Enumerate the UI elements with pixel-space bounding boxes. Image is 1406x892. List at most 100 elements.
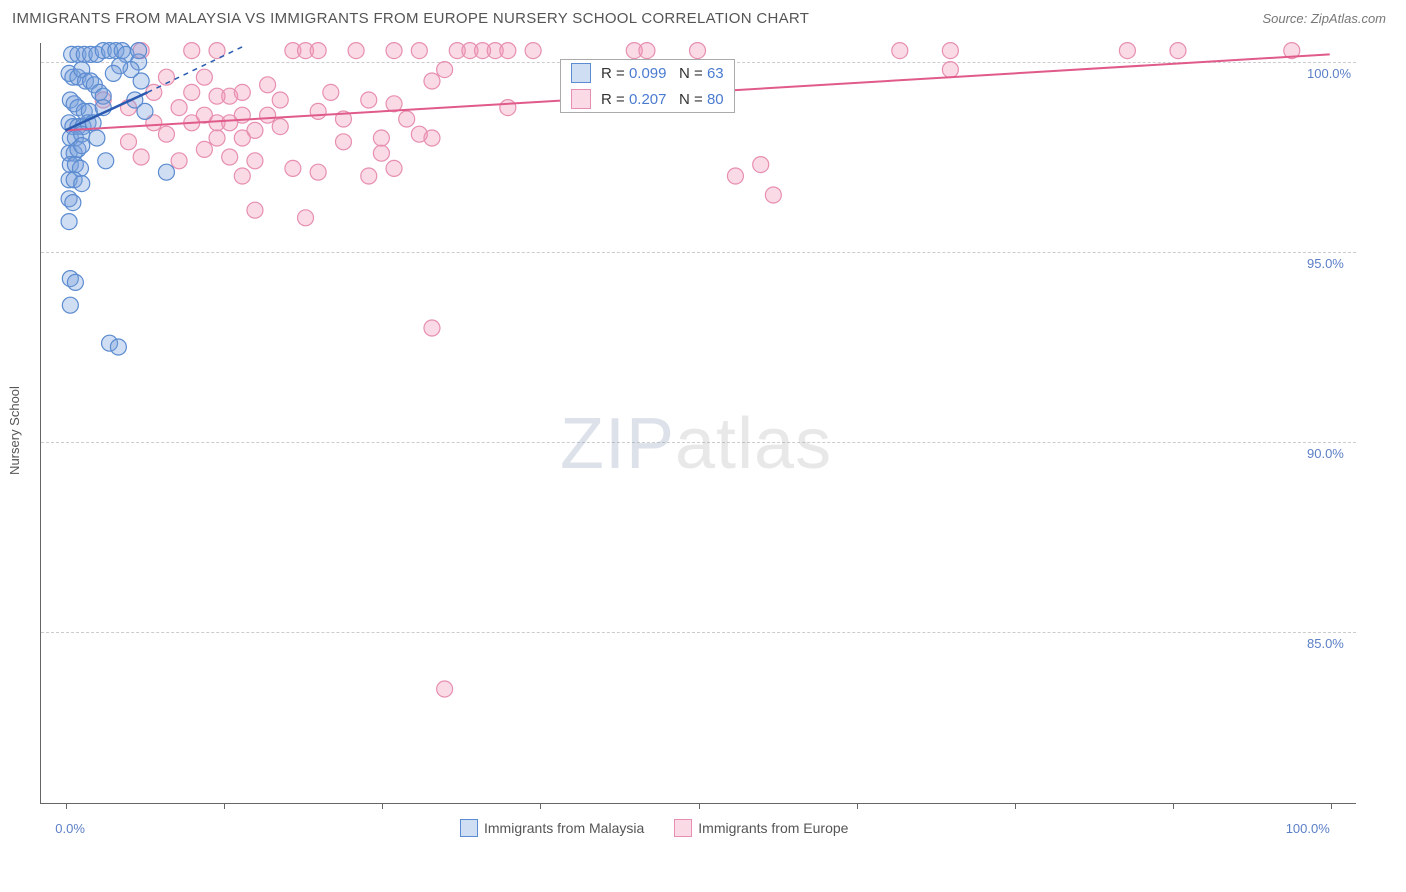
scatter-point: [437, 62, 453, 78]
scatter-point: [753, 157, 769, 173]
scatter-point: [361, 92, 377, 108]
x-max-label: 100.0%: [1286, 821, 1330, 836]
scatter-point: [765, 187, 781, 203]
scatter-point: [942, 43, 958, 59]
scatter-point: [247, 202, 263, 218]
scatter-point: [386, 160, 402, 176]
scatter-point: [222, 149, 238, 165]
x-min-label: 0.0%: [55, 821, 85, 836]
scatter-point: [110, 339, 126, 355]
scatter-point: [424, 73, 440, 89]
scatter-point: [234, 84, 250, 100]
scatter-point: [500, 43, 516, 59]
stats-swatch: [571, 89, 591, 109]
scatter-point: [222, 115, 238, 131]
scatter-point: [158, 164, 174, 180]
scatter-point: [247, 153, 263, 169]
scatter-point: [310, 164, 326, 180]
legend-swatch: [460, 819, 478, 837]
scatter-point: [62, 297, 78, 313]
scatter-point: [121, 134, 137, 150]
scatter-point: [285, 160, 301, 176]
stats-text: R = 0.207 N = 80: [601, 91, 724, 108]
stats-row: R = 0.099 N = 63: [561, 60, 734, 86]
legend-item: Immigrants from Malaysia: [460, 819, 644, 837]
y-axis-label: Nursery School: [7, 386, 22, 475]
legend-label: Immigrants from Malaysia: [484, 820, 644, 836]
chart-source: Source: ZipAtlas.com: [1262, 11, 1386, 26]
x-tick: [857, 803, 858, 809]
scatter-point: [234, 168, 250, 184]
scatter-point: [942, 62, 958, 78]
correlation-stats-box: R = 0.099 N = 63 R = 0.207 N = 80: [560, 59, 735, 113]
scatter-point: [361, 168, 377, 184]
scatter-point: [158, 126, 174, 142]
chart-header: IMMIGRANTS FROM MALAYSIA VS IMMIGRANTS F…: [0, 0, 1406, 33]
scatter-point: [373, 130, 389, 146]
scatter-point: [310, 103, 326, 119]
scatter-point: [690, 43, 706, 59]
stats-swatch: [571, 63, 591, 83]
scatter-point: [1119, 43, 1135, 59]
scatter-point: [323, 84, 339, 100]
scatter-point: [171, 153, 187, 169]
chart-container: 85.0%90.0%95.0%100.0%0.0%100.0%Nursery S…: [0, 33, 1406, 873]
scatter-point: [373, 145, 389, 161]
scatter-point: [89, 130, 105, 146]
scatter-point: [67, 274, 83, 290]
scatter-point: [260, 77, 276, 93]
scatter-point: [105, 65, 121, 81]
scatter-point: [386, 43, 402, 59]
scatter-point: [348, 43, 364, 59]
scatter-point: [234, 130, 250, 146]
x-tick: [1015, 803, 1016, 809]
scatter-point: [272, 119, 288, 135]
legend-swatch: [674, 819, 692, 837]
scatter-point: [131, 43, 147, 59]
scatter-point: [411, 43, 427, 59]
scatter-point: [133, 73, 149, 89]
scatter-point: [98, 153, 114, 169]
scatter-point: [74, 138, 90, 154]
scatter-point: [74, 176, 90, 192]
scatter-point: [437, 681, 453, 697]
scatter-point: [298, 210, 314, 226]
scatter-point: [727, 168, 743, 184]
scatter-point: [335, 134, 351, 150]
scatter-point: [209, 88, 225, 104]
scatter-point: [65, 195, 81, 211]
scatter-point: [184, 43, 200, 59]
scatter-point: [137, 103, 153, 119]
x-tick: [382, 803, 383, 809]
x-tick: [1331, 803, 1332, 809]
legend: Immigrants from Malaysia Immigrants from …: [460, 819, 848, 837]
chart-title: IMMIGRANTS FROM MALAYSIA VS IMMIGRANTS F…: [12, 10, 809, 27]
scatter-point: [260, 107, 276, 123]
x-tick: [540, 803, 541, 809]
scatter-point: [310, 43, 326, 59]
scatter-point: [184, 84, 200, 100]
x-tick: [66, 803, 67, 809]
scatter-point: [61, 214, 77, 230]
scatter-point: [196, 69, 212, 85]
scatter-point: [1170, 43, 1186, 59]
scatter-point: [525, 43, 541, 59]
scatter-point: [424, 320, 440, 336]
x-tick: [224, 803, 225, 809]
scatter-point: [639, 43, 655, 59]
scatter-point: [272, 92, 288, 108]
legend-label: Immigrants from Europe: [698, 820, 848, 836]
scatter-point: [133, 149, 149, 165]
scatter-point: [892, 43, 908, 59]
scatter-point: [424, 130, 440, 146]
stats-text: R = 0.099 N = 63: [601, 65, 724, 82]
x-tick: [699, 803, 700, 809]
stats-row: R = 0.207 N = 80: [561, 86, 734, 112]
scatter-point: [171, 100, 187, 116]
scatter-point: [196, 141, 212, 157]
legend-item: Immigrants from Europe: [674, 819, 848, 837]
plot-svg: [40, 43, 1355, 803]
scatter-point: [399, 111, 415, 127]
x-tick: [1173, 803, 1174, 809]
scatter-point: [500, 100, 516, 116]
